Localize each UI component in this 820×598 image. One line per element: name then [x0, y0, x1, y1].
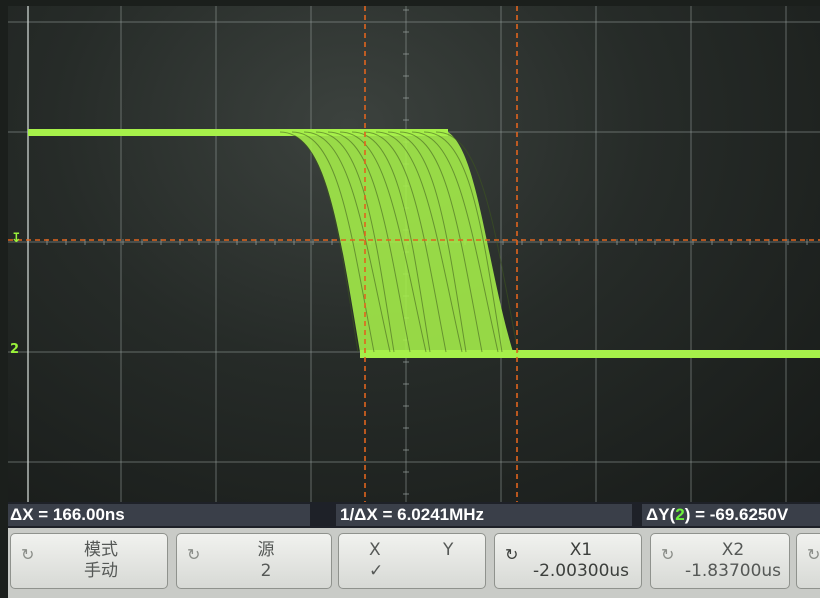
signal-high-level	[28, 129, 448, 136]
waveform-screen: ↧ 2	[8, 6, 820, 502]
delta-x-readout: ΔX = 166.00ns	[8, 504, 310, 526]
xy-softkey[interactable]: X Y ✓	[338, 533, 486, 589]
measurement-status-bar: ΔX = 166.00ns 1/ΔX = 6.0241MHz ΔY(2) = -…	[8, 502, 820, 528]
falling-edge-trace	[303, 131, 391, 353]
x-selected-check-icon: ✓	[369, 561, 384, 581]
signal-low-level	[360, 350, 820, 358]
mode-softkey-title: 模式	[84, 540, 118, 560]
source-softkey[interactable]: ↻ 源 2	[176, 533, 332, 589]
rotary-knob-icon: ↻	[187, 545, 201, 564]
rotary-knob-icon: ↻	[21, 545, 35, 564]
falling-edge-trace	[399, 131, 483, 353]
softkey-menu-bar: ↻ 模式 手动 ↻ 源 2 X Y ✓ ↻ X1 -2.00300us ↻ X2…	[8, 528, 820, 598]
rotary-knob-icon: ↻	[505, 545, 519, 564]
falling-edge-trace	[435, 131, 519, 353]
falling-edge-trace	[387, 131, 467, 353]
x2-softkey-value: -1.83700us	[684, 561, 782, 581]
x1-softkey[interactable]: ↻ X1 -2.00300us	[494, 533, 642, 589]
channel-2-ground-marker: 2	[10, 342, 20, 357]
mode-softkey-value: 手动	[84, 561, 118, 581]
delta-y-channel: 2	[675, 505, 685, 524]
delta-y-value: ) = -69.6250V	[684, 505, 789, 524]
falling-edge-trace	[327, 131, 411, 353]
inverse-delta-x-readout: 1/ΔX = 6.0241MHz	[336, 504, 632, 526]
mode-softkey[interactable]: ↻ 模式 手动	[10, 533, 168, 589]
falling-edge-trace	[351, 131, 431, 353]
falling-edge-trace	[411, 131, 499, 353]
falling-edge-trace	[363, 131, 447, 353]
more-softkey[interactable]: ↻	[796, 533, 820, 589]
y-option-label: Y	[443, 540, 454, 560]
waveform-canvas	[8, 6, 820, 502]
source-softkey-title: 源	[257, 540, 275, 560]
waveform-traces	[28, 129, 820, 358]
falling-edge-trace	[339, 131, 427, 353]
delta-y-readout: ΔY(2) = -69.6250V	[642, 504, 820, 526]
x1-softkey-value: -2.00300us	[532, 561, 630, 581]
source-softkey-value: 2	[260, 561, 272, 581]
x1-softkey-title: X1	[569, 540, 593, 560]
falling-edge-trace	[279, 131, 359, 353]
rotary-knob-icon: ↻	[661, 545, 675, 564]
x-option-label: X	[369, 540, 381, 560]
x2-softkey-title: X2	[721, 540, 745, 560]
cursor-lines	[8, 6, 820, 502]
cursor-x1-icon: ↧	[11, 231, 22, 246]
x2-softkey[interactable]: ↻ X2 -1.83700us	[650, 533, 790, 589]
falling-edge-trace	[375, 131, 463, 353]
delta-y-prefix: ΔY(	[646, 505, 676, 524]
rotary-knob-icon: ↻	[807, 545, 820, 564]
falling-edge-trace	[423, 131, 503, 353]
